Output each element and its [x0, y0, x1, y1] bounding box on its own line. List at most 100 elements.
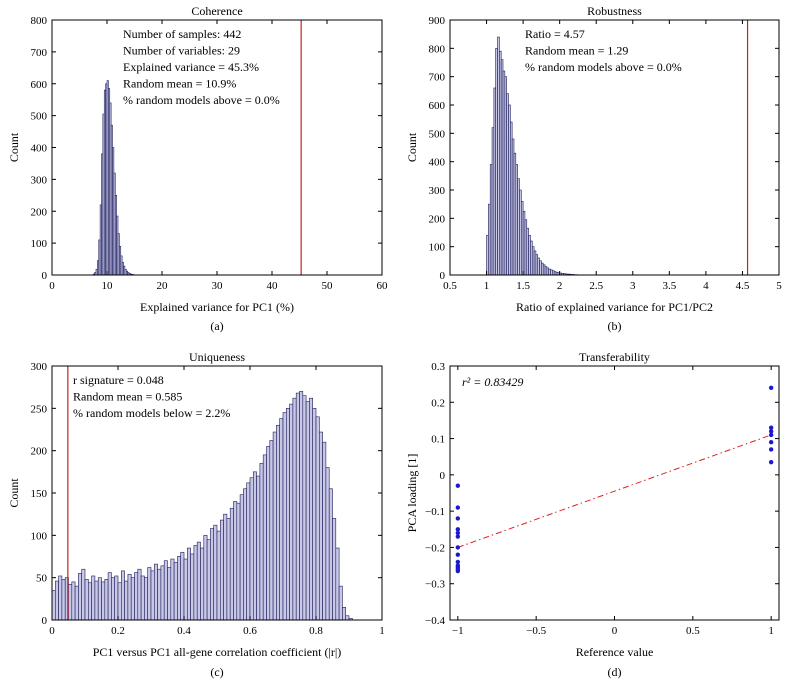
histogram-bar — [220, 519, 224, 621]
histogram-bar — [302, 395, 307, 621]
histogram-bar — [210, 528, 214, 621]
histogram-bar — [276, 424, 280, 621]
x-tick-label: 4 — [703, 280, 709, 292]
plot-frame — [449, 365, 780, 621]
data-point — [455, 534, 461, 539]
x-tick-label: −1 — [452, 625, 464, 637]
y-tick-label: 700 — [429, 72, 446, 84]
x-tick-label: 10 — [102, 280, 114, 292]
y-tick-label: 500 — [429, 128, 446, 140]
histogram-bar — [295, 392, 300, 621]
histogram-bar — [285, 408, 290, 621]
histogram-bar — [167, 567, 172, 621]
histogram-bar — [137, 568, 142, 621]
histogram-bar — [180, 551, 185, 621]
annotation-line: r signature = 0.048 — [73, 373, 164, 387]
x-tick-label: 0 — [49, 280, 55, 292]
data-point — [455, 527, 461, 532]
y-axis-label: Count — [405, 132, 419, 162]
histogram-bar — [203, 535, 208, 621]
y-tick-label: 500 — [31, 111, 48, 123]
x-tick-label: 0.5 — [686, 625, 700, 637]
histogram-bar — [216, 530, 221, 621]
histogram-bar — [289, 403, 294, 621]
x-axis-label: Explained variance for PC1 (%) — [140, 300, 294, 314]
y-tick-label: 50 — [36, 573, 48, 585]
annotation-line: Explained variance = 45.3% — [123, 60, 259, 74]
annotation-line: Random mean = 0.585 — [73, 390, 182, 404]
data-point — [455, 530, 461, 536]
x-tick-label: 0 — [612, 625, 618, 637]
x-tick-label: 40 — [267, 280, 279, 292]
x-tick-label: 5 — [776, 280, 782, 292]
y-tick-label: 0 — [440, 470, 446, 482]
histogram-bar — [187, 547, 191, 621]
histogram-bar — [266, 446, 271, 621]
chart-coherence: Number of samples: 442 Number of variable… — [7, 4, 388, 333]
histogram-bar — [68, 584, 73, 621]
histogram-bar — [315, 416, 320, 621]
data-point — [455, 505, 461, 510]
y-axis-label: Count — [7, 478, 21, 508]
x-tick-label: 0.6 — [243, 625, 257, 637]
histogram-bar — [305, 401, 310, 621]
y-tick-label: 100 — [31, 238, 48, 250]
y-tick-label: 0 — [440, 270, 446, 282]
histogram-bar — [269, 440, 274, 621]
x-axis-label: Reference value — [576, 645, 654, 659]
histogram-bar — [121, 570, 125, 621]
histogram-bar — [144, 577, 148, 621]
histogram-bar — [61, 579, 66, 621]
data-point — [455, 545, 461, 550]
histogram-bar — [239, 494, 244, 621]
x-tick-label: 30 — [212, 280, 224, 292]
chart-uniqueness: r signature = 0.048 Random mean = 0.585 % … — [7, 350, 385, 679]
chart-title: Robustness — [587, 4, 642, 18]
data-point — [455, 552, 461, 557]
histogram-bar — [223, 513, 228, 621]
y-tick-label: −0.4 — [425, 615, 445, 627]
y-tick-label: 200 — [31, 446, 48, 458]
y-tick-label: 200 — [31, 206, 48, 218]
histogram-bar — [342, 606, 346, 621]
histogram-bar — [170, 558, 175, 621]
x-tick-label: 2 — [557, 280, 563, 292]
panel-label: (c) — [210, 665, 223, 679]
histogram-bar — [292, 397, 297, 621]
x-tick-label: 60 — [377, 280, 389, 292]
histogram-bar — [177, 556, 181, 621]
y-tick-label: 300 — [31, 174, 48, 186]
data-point — [455, 568, 461, 574]
annotation-line: % random models below = 2.2% — [73, 406, 230, 420]
x-tick-label: 3.5 — [662, 280, 676, 292]
histogram-bar — [127, 573, 132, 621]
y-tick-label: 600 — [31, 79, 48, 91]
histogram-bar — [229, 507, 234, 621]
data-point — [768, 425, 774, 430]
annotation-line: Number of samples: 442 — [123, 27, 241, 41]
y-tick-label: −0.2 — [425, 542, 445, 554]
histogram-bar — [104, 579, 109, 621]
x-tick-label: 1.5 — [516, 280, 530, 292]
y-tick-label: 100 — [429, 242, 446, 254]
x-tick-label: 0.2 — [111, 625, 125, 637]
y-tick-label: 700 — [31, 47, 48, 59]
y-tick-label: −0.3 — [425, 579, 445, 591]
y-axis-label: Count — [7, 132, 21, 162]
histogram-bar — [312, 408, 317, 621]
annotation-line: Random mean = 1.29 — [525, 44, 628, 58]
histogram-bar — [233, 501, 238, 621]
y-tick-label: 0 — [42, 615, 48, 627]
x-tick-label: 3 — [630, 280, 636, 292]
data-point — [455, 483, 461, 488]
x-axis-label: PC1 versus PC1 all-gene correlation coef… — [93, 645, 342, 659]
y-tick-label: 400 — [429, 157, 446, 169]
histogram-bar — [54, 580, 59, 621]
histogram-bar — [345, 615, 350, 621]
x-tick-label: 1 — [379, 625, 385, 637]
x-tick-label: 50 — [322, 280, 334, 292]
y-tick-label: 100 — [31, 530, 48, 542]
chart-robustness: Ratio = 4.57 Random mean = 1.29 % random m… — [405, 4, 782, 333]
